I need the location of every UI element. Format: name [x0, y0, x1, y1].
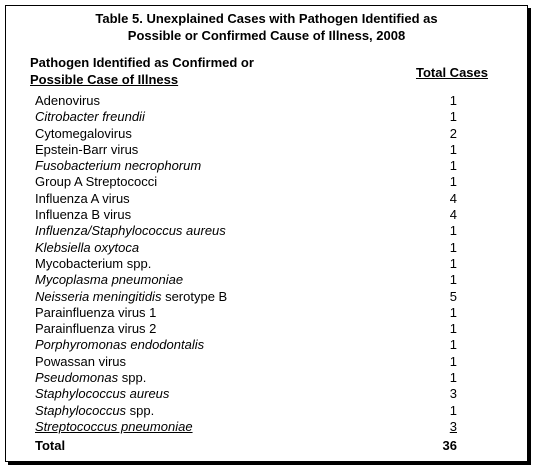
pathogen-name: Pseudomonas spp.: [35, 370, 146, 386]
table-row: Porphyromonas endodontalis 1: [35, 337, 465, 353]
pathogen-name-italic: Neisseria meningitidis: [35, 288, 162, 304]
total-count: 36: [442, 438, 457, 453]
pathogen-name-italic: Streptococcus pneumoniae: [35, 418, 193, 434]
total-cases-column-header: Total Cases: [415, 65, 488, 80]
pathogen-name-italic: Staphylococcus: [35, 402, 127, 418]
pathogen-name-italic: Porphyromonas endodontalis: [35, 337, 205, 353]
pathogen-name: Neisseria meningitidis serotype B: [35, 289, 227, 305]
pathogen-name: Influenza/Staphylococcus aureus: [35, 223, 226, 239]
pathogen-name: Mycobacterium spp.: [35, 256, 151, 272]
case-count: 1: [449, 337, 457, 353]
pathogen-name-suffix: spp.: [118, 370, 147, 386]
pathogen-name-italic: Influenza/Staphylococcus aureus: [35, 223, 226, 239]
table-row: Staphylococcus aureus 3: [35, 386, 465, 402]
pathogen-name-text: Influenza B virus: [35, 207, 132, 223]
table-row: Fusobacterium necrophorum 1: [35, 158, 465, 174]
pathogen-name-text: Group A Streptococci: [35, 174, 158, 190]
pathogen-name: Parainfluenza virus 1: [35, 305, 156, 321]
total-row: Total 36: [35, 438, 465, 454]
table-title-line1: Table 5. Unexplained Cases with Pathogen…: [95, 11, 438, 26]
pathogen-name: Fusobacterium necrophorum: [35, 158, 201, 174]
case-count: 1: [449, 174, 457, 190]
pathogen-name-text: Parainfluenza virus 2: [35, 321, 157, 337]
table-frame: Table 5. Unexplained Cases with Pathogen…: [5, 5, 528, 462]
case-count: 1: [449, 239, 457, 255]
pathogen-name-italic: Pseudomonas: [35, 370, 119, 386]
table-row: Influenza A virus 4: [35, 191, 465, 207]
pathogen-name: Porphyromonas endodontalis: [35, 337, 204, 353]
table-title-line2: Possible or Confirmed Cause of Illness, …: [127, 28, 406, 43]
case-count: 1: [449, 304, 457, 320]
pathogen-name-text: Cytomegalovirus: [35, 125, 132, 141]
pathogen-name: Powassan virus: [35, 354, 126, 370]
pathogen-name-text: Epstein-Barr virus: [35, 141, 139, 157]
pathogen-name: Staphylococcus aureus: [35, 386, 169, 402]
case-count: 1: [449, 93, 457, 108]
case-count: 3: [449, 418, 457, 434]
case-count: 5: [449, 288, 457, 304]
table-row: Klebsiella oxytoca 1: [35, 240, 465, 256]
pathogen-name-text: Influenza A virus: [35, 190, 130, 206]
table-row: Powassan virus 1: [35, 354, 465, 370]
pathogen-name-text: Parainfluenza virus 1: [35, 304, 157, 320]
pathogen-name: Influenza B virus: [35, 207, 131, 223]
pathogen-name-text: Mycobacterium spp.: [35, 255, 152, 271]
case-count: 4: [449, 207, 457, 223]
pathogen-name-text: Adenovirus: [35, 93, 101, 108]
table-row: Epstein-Barr virus 1: [35, 142, 465, 158]
table-row: Staphylococcus spp. 1: [35, 403, 465, 419]
table-row: Citrobacter freundii 1: [35, 109, 465, 125]
case-count: 4: [449, 190, 457, 206]
table-row: Parainfluenza virus 2 1: [35, 321, 465, 337]
case-count: 1: [449, 109, 457, 125]
pathogen-name: Citrobacter freundii: [35, 109, 145, 125]
pathogen-name: Cytomegalovirus: [35, 126, 132, 142]
case-count: 1: [449, 370, 457, 386]
pathogen-name-text: Powassan virus: [35, 353, 127, 369]
table-row: Parainfluenza virus 1 1: [35, 305, 465, 321]
table-row: Cytomegalovirus 2: [35, 126, 465, 142]
case-count: 1: [449, 223, 457, 239]
pathogen-name: Influenza A virus: [35, 191, 130, 207]
table-body: Adenovirus 1 Citrobacter freundii 1 Cytomega…: [35, 93, 465, 435]
pathogen-column-header-line2: Possible Case of Illness: [30, 72, 179, 87]
pathogen-name-suffix: spp.: [126, 402, 155, 418]
pathogen-name: Epstein-Barr virus: [35, 142, 138, 158]
pathogen-name: Parainfluenza virus 2: [35, 321, 156, 337]
pathogen-name: Mycoplasma pneumoniae: [35, 272, 183, 288]
case-count: 1: [449, 402, 457, 418]
total-label: Total: [35, 438, 66, 453]
case-count: 1: [449, 321, 457, 337]
table-row: Mycoplasma pneumoniae 1: [35, 272, 465, 288]
table-row: Influenza B virus 4: [35, 207, 465, 223]
pathogen-name-italic: Klebsiella oxytoca: [35, 239, 140, 255]
pathogen-name: Klebsiella oxytoca: [35, 240, 139, 256]
case-count: 1: [449, 141, 457, 157]
pathogen-name-italic: Staphylococcus aureus: [35, 386, 170, 402]
pathogen-name: Streptococcus pneumoniae: [35, 419, 193, 435]
pathogen-column-header-line1: Pathogen Identified as Confirmed or: [30, 55, 254, 70]
pathogen-name-suffix: serotype B: [161, 288, 228, 304]
case-count: 1: [449, 272, 457, 288]
table-row: Mycobacterium spp. 1: [35, 256, 465, 272]
case-count: 2: [449, 125, 457, 141]
pathogen-name-italic: Fusobacterium necrophorum: [35, 158, 202, 174]
table-row: Adenovirus 1: [35, 93, 465, 109]
pathogen-name: Group A Streptococci: [35, 174, 157, 190]
pathogen-name: Staphylococcus spp.: [35, 403, 154, 419]
table-row: Neisseria meningitidis serotype B 5: [35, 289, 465, 305]
pathogen-name-italic: Mycoplasma pneumoniae: [35, 272, 184, 288]
case-count: 3: [449, 386, 457, 402]
table-row: Influenza/Staphylococcus aureus 1: [35, 223, 465, 239]
table-row: Pseudomonas spp. 1: [35, 370, 465, 386]
case-count: 1: [449, 158, 457, 174]
table-row: Group A Streptococci 1: [35, 174, 465, 190]
case-count: 1: [449, 255, 457, 271]
table-row: Streptococcus pneumoniae 3: [35, 419, 465, 435]
pathogen-name: Adenovirus: [35, 93, 100, 109]
case-count: 1: [449, 353, 457, 369]
pathogen-name-italic: Citrobacter freundii: [35, 109, 145, 125]
